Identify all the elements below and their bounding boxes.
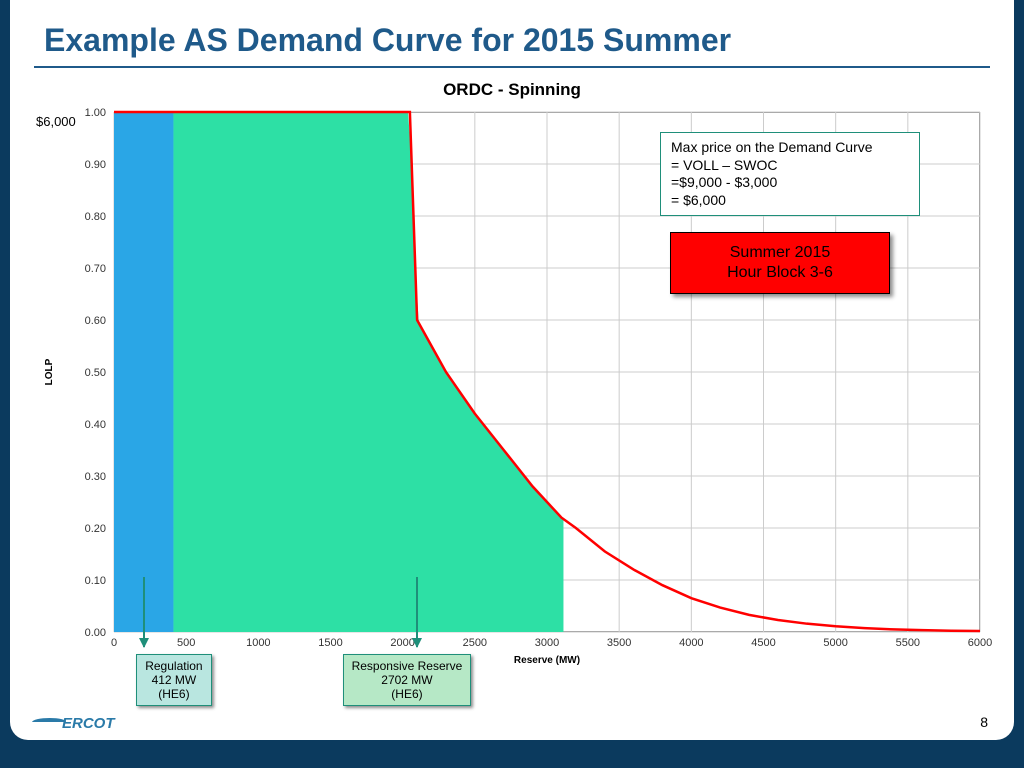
- callout-line: (HE6): [352, 687, 463, 701]
- callout-line: 2702 MW: [352, 673, 463, 687]
- regulation-callout-arrow: [143, 577, 145, 647]
- callout-line: 412 MW: [145, 673, 202, 687]
- y-tick: 0.80: [85, 211, 106, 223]
- y-tick: 0.00: [85, 627, 106, 639]
- x-tick: 4000: [679, 637, 703, 649]
- info-line: = VOLL – SWOC: [671, 157, 909, 175]
- scenario-line: Summer 2015: [677, 243, 883, 263]
- scenario-box: Summer 2015Hour Block 3-6: [670, 232, 890, 294]
- x-tick: 4500: [751, 637, 775, 649]
- regulation-callout: Regulation412 MW(HE6): [136, 654, 211, 706]
- y-axis-label: LOLP: [44, 359, 55, 386]
- x-tick: 1000: [246, 637, 270, 649]
- x-tick: 500: [177, 637, 195, 649]
- y-tick: 0.30: [85, 471, 106, 483]
- y-tick: 1.00: [85, 107, 106, 119]
- chart-title: ORDC - Spinning: [443, 80, 581, 100]
- x-tick: 3000: [535, 637, 559, 649]
- logo-swoosh-icon: [31, 718, 66, 726]
- y-tick: 0.20: [85, 523, 106, 535]
- page-number: 8: [980, 714, 988, 730]
- y-tick: 0.90: [85, 159, 106, 171]
- x-tick: 2500: [463, 637, 487, 649]
- page-title: Example AS Demand Curve for 2015 Summer: [44, 22, 731, 59]
- y-tick: 0.70: [85, 263, 106, 275]
- slide: Example AS Demand Curve for 2015 Summer …: [10, 0, 1014, 740]
- x-tick: 0: [111, 637, 117, 649]
- y-tick: 0.60: [85, 315, 106, 327]
- title-divider: [34, 66, 990, 68]
- chart-plot: $6,000 LOLP Reserve (MW) 050010001500200…: [114, 112, 980, 632]
- x-axis-label: Reserve (MW): [514, 655, 580, 666]
- x-tick: 1500: [318, 637, 342, 649]
- callout-line: (HE6): [145, 687, 202, 701]
- callout-line: Regulation: [145, 659, 202, 673]
- y-tick: 0.40: [85, 419, 106, 431]
- x-tick: 3500: [607, 637, 631, 649]
- max-price-text: $6,000: [36, 114, 76, 129]
- responsive-callout: Responsive Reserve2702 MW(HE6): [343, 654, 472, 706]
- logo-text: ERCOT: [62, 715, 115, 732]
- x-tick: 5500: [896, 637, 920, 649]
- y-tick: 0.10: [85, 575, 106, 587]
- regulation-band: [114, 112, 173, 632]
- callout-line: Responsive Reserve: [352, 659, 463, 673]
- info-line: = $6,000: [671, 192, 909, 210]
- price-info-box: Max price on the Demand Curve= VOLL – SW…: [660, 132, 920, 216]
- responsive-callout-arrow: [416, 577, 418, 647]
- scenario-line: Hour Block 3-6: [677, 263, 883, 283]
- x-tick: 6000: [968, 637, 992, 649]
- info-line: Max price on the Demand Curve: [671, 139, 909, 157]
- info-line: =$9,000 - $3,000: [671, 174, 909, 192]
- y-tick: 0.50: [85, 367, 106, 379]
- x-tick: 5000: [823, 637, 847, 649]
- ercot-logo: ERCOT: [32, 715, 115, 732]
